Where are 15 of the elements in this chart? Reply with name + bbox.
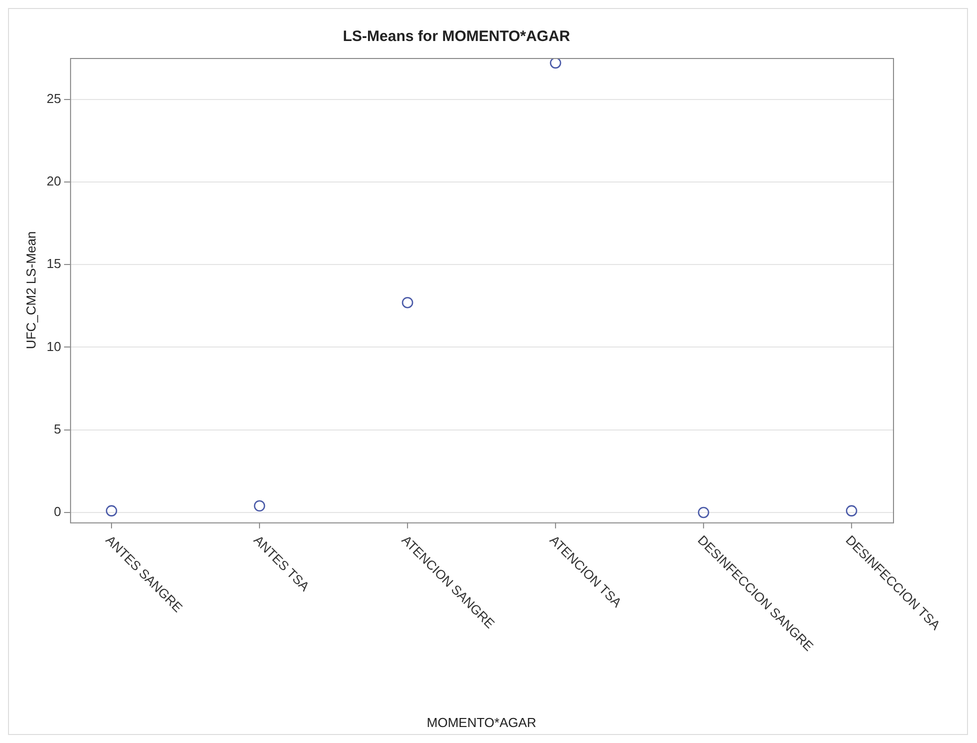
y-tick-label: 0	[54, 504, 62, 520]
y-axis-title: UFC_CM2 LS-Mean	[23, 231, 38, 350]
point	[846, 505, 858, 516]
y-tick-label: 20	[46, 174, 62, 189]
point	[550, 58, 562, 69]
point	[402, 296, 414, 308]
point	[106, 505, 118, 516]
y-tick-label: 25	[46, 90, 62, 106]
y-tick-label: 15	[46, 256, 62, 272]
point	[254, 500, 266, 512]
x-axis-title: MOMENTO*AGAR	[426, 714, 536, 730]
y-tick-label: 5	[54, 421, 62, 436]
y-tick-label: 10	[46, 338, 62, 354]
chart-title: LS-Means for MOMENTO*AGAR	[342, 28, 570, 46]
point	[698, 506, 710, 518]
